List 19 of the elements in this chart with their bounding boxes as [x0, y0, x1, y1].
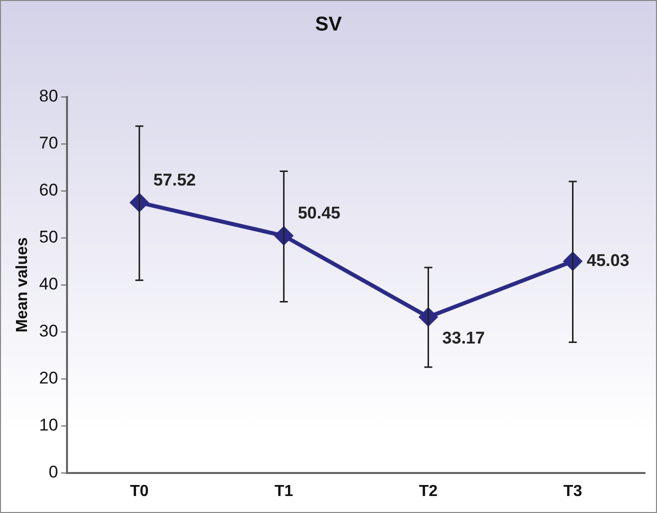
data-label: 45.03	[586, 250, 630, 270]
y-tick-label: 50	[39, 228, 58, 247]
y-tick-label: 0	[48, 462, 58, 482]
data-label: 50.45	[298, 204, 340, 222]
y-axis-title: Mean values	[14, 237, 32, 332]
x-tick-label: T0	[130, 482, 149, 500]
chart-title: SV	[315, 14, 342, 36]
y-tick-label: 40	[39, 274, 58, 294]
y-tick-label: 30	[39, 322, 58, 341]
x-tick-label: T2	[418, 482, 438, 500]
y-tick-label: 70	[39, 134, 58, 153]
y-tick-label: 10	[39, 416, 58, 435]
y-tick-label: 60	[39, 180, 58, 200]
y-tick-label: 80	[39, 86, 58, 106]
x-tick-label: T1	[274, 482, 294, 500]
data-label: 57.52	[153, 170, 196, 190]
x-tick-label: T3	[563, 482, 582, 500]
data-label: 33.17	[442, 328, 485, 348]
y-tick-label: 20	[39, 368, 58, 388]
